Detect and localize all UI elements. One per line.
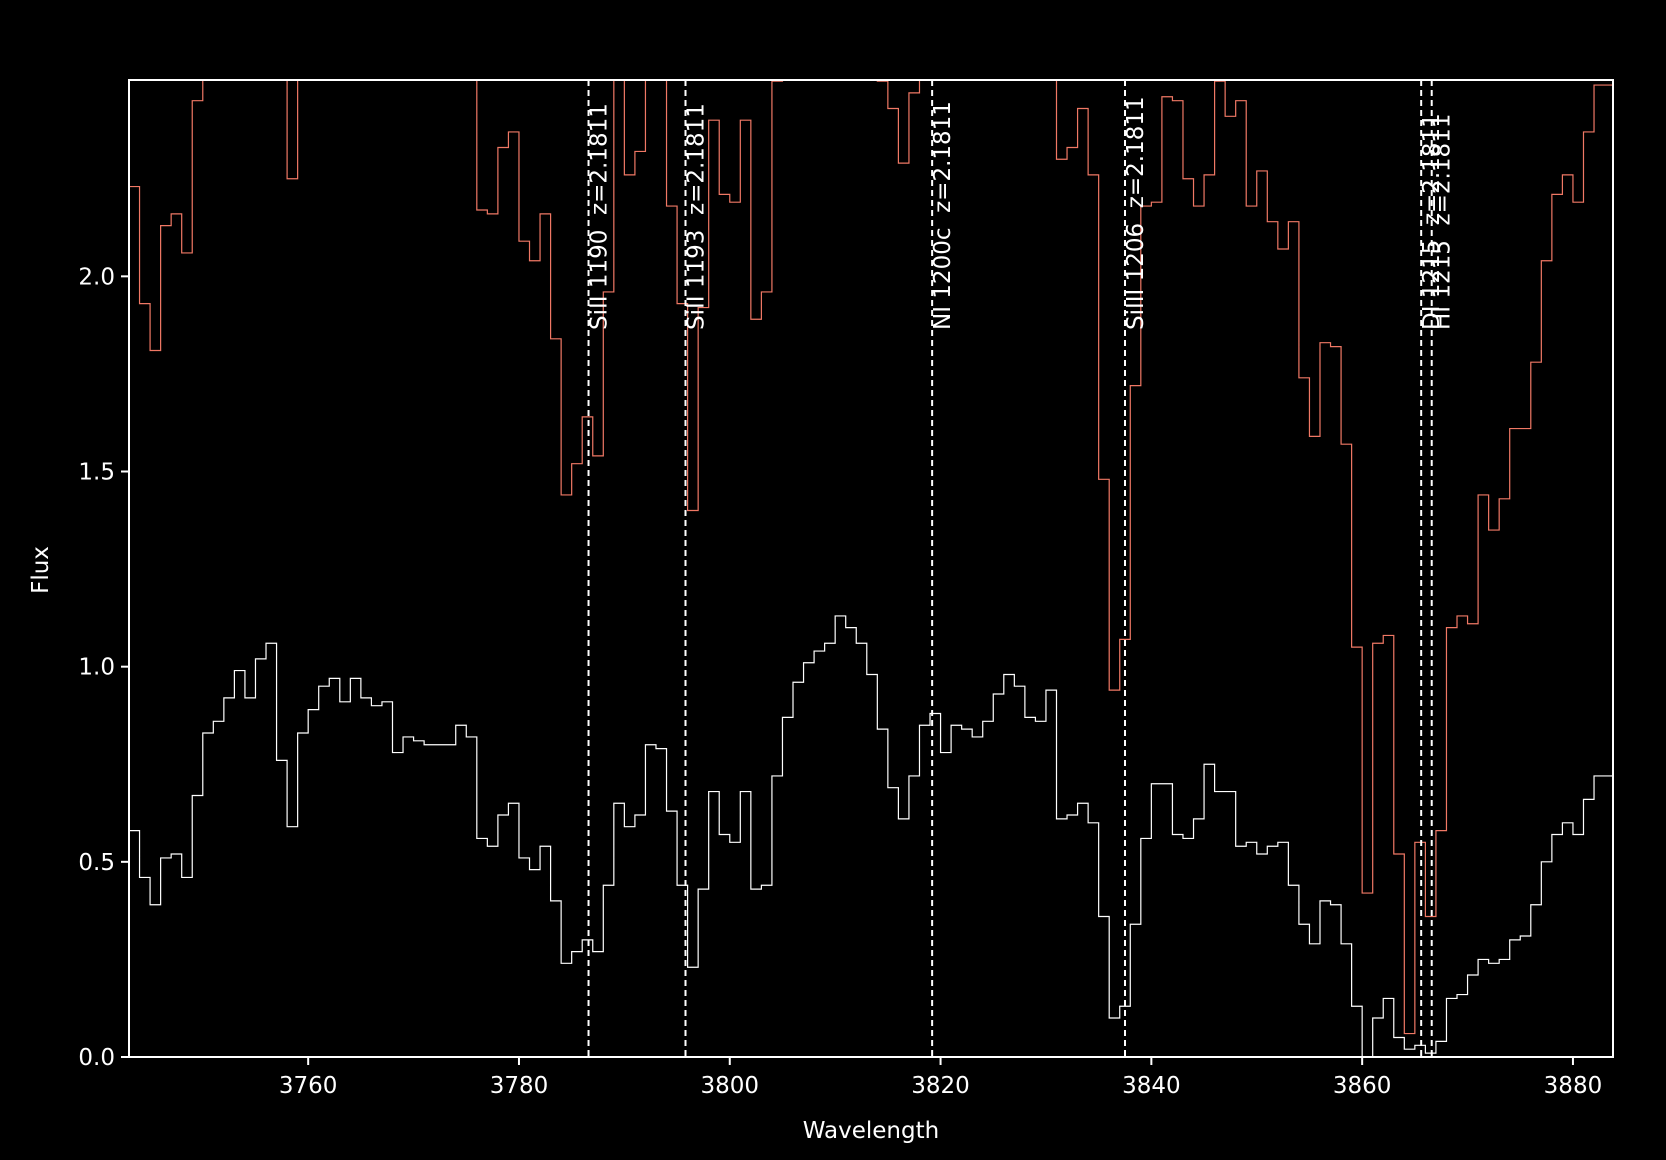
spectrum-line bbox=[129, 615, 1613, 1057]
x-tick-label: 3800 bbox=[700, 1073, 759, 1099]
line-label: NI 1200c z=2.1811 bbox=[930, 101, 956, 330]
x-tick-label: 3820 bbox=[911, 1073, 970, 1099]
x-tick-label: 3840 bbox=[1122, 1073, 1181, 1099]
line-label: HI 1215 z=2.1811 bbox=[1430, 114, 1456, 330]
axes-frame bbox=[128, 79, 1614, 1058]
x-tick-label: 3860 bbox=[1333, 1073, 1392, 1099]
y-tick-label: 1.5 bbox=[78, 460, 115, 486]
y-tick-label: 0.5 bbox=[78, 850, 115, 876]
x-tick-label: 3780 bbox=[490, 1073, 549, 1099]
line-label: SiII 1190 z=2.1811 bbox=[587, 103, 613, 330]
x-axis-label: Wavelength bbox=[803, 1118, 939, 1144]
y-axis-label: Flux bbox=[28, 546, 54, 594]
plot-area bbox=[129, 80, 1613, 1057]
y-tick-label: 2.0 bbox=[78, 264, 115, 290]
x-tick-label: 3760 bbox=[279, 1073, 338, 1099]
line-label: SiII 1193 z=2.1811 bbox=[684, 103, 710, 330]
x-tick-label: 3880 bbox=[1544, 1073, 1603, 1099]
y-tick-label: 0.0 bbox=[78, 1045, 115, 1071]
line-label: SiIII 1206 z=2.1811 bbox=[1123, 96, 1149, 330]
spectrum-line bbox=[129, 80, 1613, 1035]
y-tick-label: 1.0 bbox=[78, 655, 115, 681]
